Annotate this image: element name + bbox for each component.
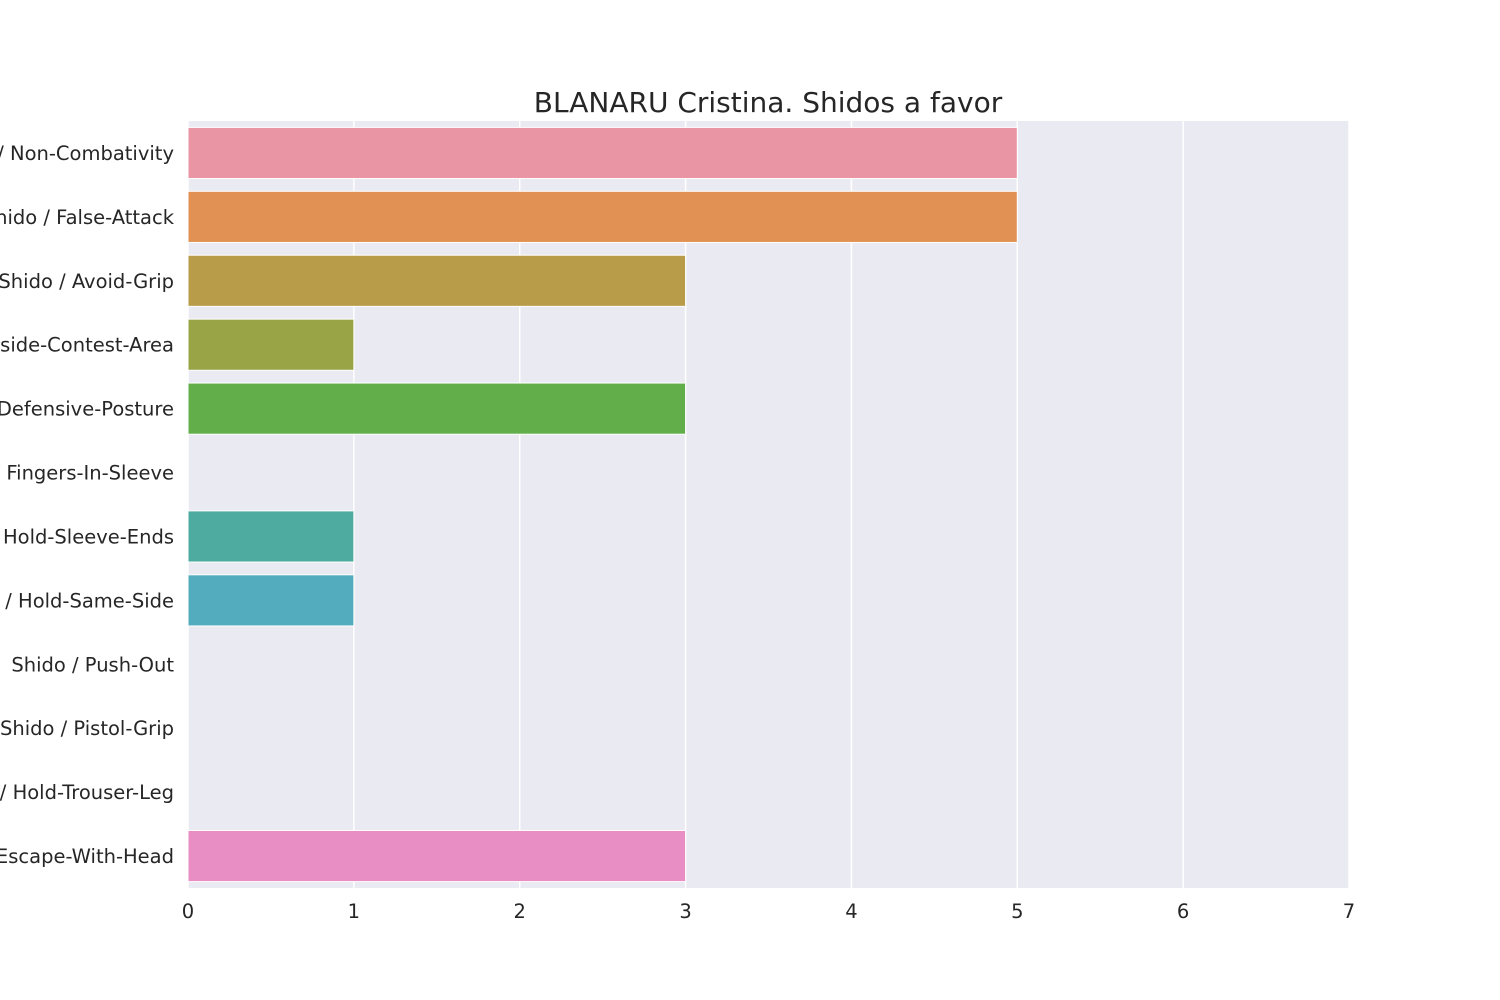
bar: [187, 510, 355, 563]
x-axis-tick-labels: 0 1 2 3 4 5 6 7: [182, 900, 1355, 923]
x-tick-label: 0: [182, 900, 194, 923]
y-tick-label: Shido / Escape-With-Head: [0, 845, 174, 868]
bar: [187, 190, 1018, 243]
bar: [187, 382, 687, 435]
y-tick-label: Shido / Non-Combativity: [0, 142, 174, 165]
y-tick-label: Shido / Avoid-Grip: [0, 270, 174, 293]
y-tick-label: Shido / Push-Out: [11, 653, 174, 676]
y-tick-label: Shido / Pistol-Grip: [0, 717, 174, 740]
y-tick-label: Shido / Defensive-Posture: [0, 398, 174, 421]
bar: [187, 318, 355, 371]
chart-title: BLANARU Cristina. Shidos a favor: [534, 86, 1003, 119]
x-tick-label: 4: [845, 900, 857, 923]
bar: [187, 126, 1018, 180]
y-tick-label: Shido / Fingers-In-Sleeve: [0, 462, 174, 485]
bar: [187, 254, 687, 307]
x-tick-label: 5: [1011, 900, 1023, 923]
y-tick-label: Shido / False-Attack: [0, 206, 175, 229]
y-tick-label: Shido / Outside-Contest-Area: [0, 334, 174, 357]
bar: [187, 574, 355, 627]
x-tick-label: 7: [1343, 900, 1355, 923]
y-tick-label: Shido / Hold-Sleeve-Ends: [0, 525, 174, 548]
x-tick-label: 2: [514, 900, 526, 923]
x-tick-label: 3: [679, 900, 691, 923]
y-tick-label: Shido / Hold-Trouser-Leg: [0, 781, 174, 804]
bar: [187, 829, 687, 883]
x-tick-label: 1: [348, 900, 360, 923]
plot-area: [188, 121, 1349, 888]
x-tick-label: 6: [1177, 900, 1189, 923]
gridlines: [187, 121, 1350, 888]
y-axis-tick-labels: Shido / Non-Combativity Shido / False-Att…: [0, 142, 175, 868]
bars: [187, 126, 1018, 883]
y-tick-label: Shido / Hold-Same-Side: [0, 589, 174, 612]
